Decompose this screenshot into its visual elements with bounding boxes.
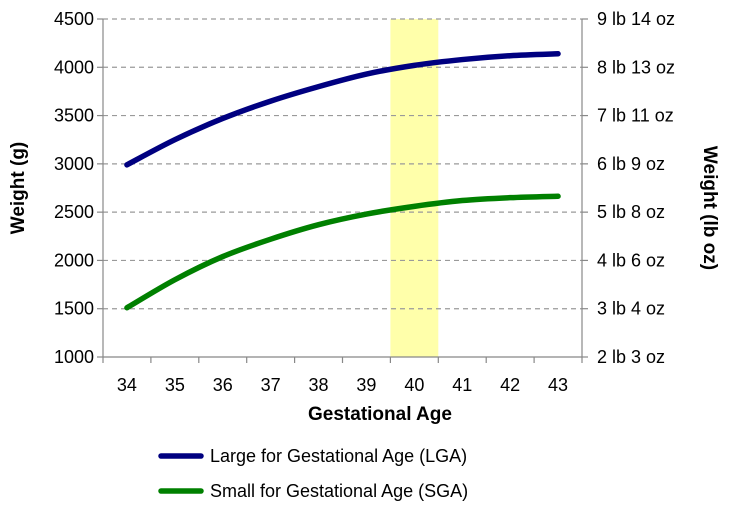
y-tick-label-left: 4000 bbox=[54, 57, 94, 77]
legend-label-sga: Small for Gestational Age (SGA) bbox=[210, 481, 468, 501]
y-tick-label-left: 4500 bbox=[54, 9, 94, 29]
series-line-lga bbox=[124, 51, 561, 168]
y-axis-title-left: Weight (g) bbox=[8, 142, 29, 235]
x-axis-title: Gestational Age bbox=[308, 404, 452, 425]
y-tick-label-left: 2000 bbox=[54, 250, 94, 270]
legend: Large for Gestational Age (LGA) Small for… bbox=[158, 446, 468, 501]
y-tick-label-right: 3 lb 4 oz bbox=[597, 299, 665, 319]
x-tick-label: 43 bbox=[548, 375, 568, 395]
y-tick-label-right: 8 lb 13 oz bbox=[597, 57, 675, 77]
x-tick-label: 38 bbox=[309, 375, 329, 395]
x-tick-label: 37 bbox=[261, 375, 281, 395]
x-tick-label: 41 bbox=[452, 375, 472, 395]
x-tick-label: 40 bbox=[404, 375, 424, 395]
x-tick-label: 35 bbox=[165, 375, 185, 395]
y-tick-label-right: 6 lb 9 oz bbox=[597, 154, 665, 174]
y-tick-label-right: 2 lb 3 oz bbox=[597, 347, 665, 367]
x-tick-label: 36 bbox=[213, 375, 233, 395]
x-tick-label: 39 bbox=[356, 375, 376, 395]
y-tick-label-left: 1000 bbox=[54, 347, 94, 367]
highlight-band bbox=[390, 19, 439, 357]
y-tick-label-left: 2500 bbox=[54, 202, 94, 222]
series-line-sga bbox=[124, 193, 561, 311]
y-tick-label-right: 4 lb 6 oz bbox=[597, 250, 665, 270]
y-axis-title-right: Weight (lb oz) bbox=[699, 146, 720, 270]
y-tick-label-right: 5 lb 8 oz bbox=[597, 202, 665, 222]
y-tick-label-left: 3000 bbox=[54, 154, 94, 174]
y-tick-label-right: 7 lb 11 oz bbox=[597, 106, 674, 126]
x-tick-label: 42 bbox=[500, 375, 520, 395]
x-tick-label: 34 bbox=[117, 375, 137, 395]
y-tick-label-right: 9 lb 14 oz bbox=[597, 9, 675, 29]
y-tick-label-left: 1500 bbox=[54, 299, 94, 319]
y-tick-label-left: 3500 bbox=[54, 106, 94, 126]
legend-label-lga: Large for Gestational Age (LGA) bbox=[210, 446, 467, 466]
